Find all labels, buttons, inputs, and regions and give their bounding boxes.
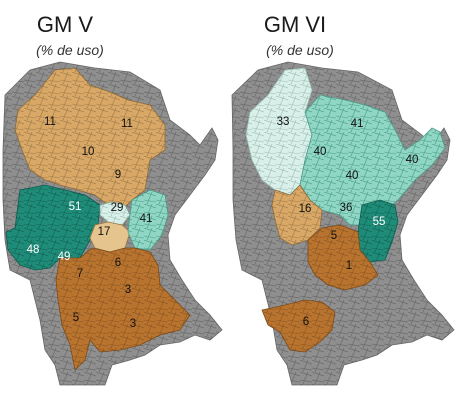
map-left-label: 41 xyxy=(140,213,153,225)
map-right-region-brown-center xyxy=(307,224,379,291)
map-left-label: 6 xyxy=(115,257,121,269)
map-left-label: 9 xyxy=(115,169,121,181)
map-right-label: 16 xyxy=(299,203,312,215)
panel-right-subtitle: (% de uso) xyxy=(266,42,334,58)
map-right-label: 33 xyxy=(277,116,290,128)
map-right-label: 40 xyxy=(346,170,359,182)
map-right-label: 41 xyxy=(351,118,364,130)
map-left-label: 51 xyxy=(69,201,82,213)
map-left-region-brown xyxy=(55,247,191,371)
map-gm-v: 11 11 10 9 51 29 41 17 48 49 6 7 3 5 3 xyxy=(2,61,223,386)
map-left-label: 3 xyxy=(130,318,136,330)
map-left-label: 11 xyxy=(44,116,56,128)
map-right-label: 1 xyxy=(346,260,352,272)
map-left-label: 49 xyxy=(58,251,71,263)
map-right-region-brown-south xyxy=(261,299,336,353)
panel-left-subtitle: (% de uso) xyxy=(36,42,104,58)
map-left-label: 17 xyxy=(98,226,111,238)
map-right-label: 40 xyxy=(314,146,327,158)
map-left-label: 5 xyxy=(73,312,79,324)
map-left-region-tan xyxy=(14,67,166,211)
map-right-region-tan xyxy=(271,184,323,246)
map-right-label: 5 xyxy=(331,230,337,242)
map-left-label: 48 xyxy=(27,244,40,256)
panel-left-title: GM V xyxy=(36,12,94,37)
map-left-label: 7 xyxy=(77,268,83,280)
panel-right-title: GM VI xyxy=(263,12,327,37)
map-left-label: 10 xyxy=(82,146,95,158)
map-left-region-teal-light xyxy=(127,189,169,251)
map-gm-vi: 33 41 40 40 40 16 36 55 5 1 6 xyxy=(231,61,455,386)
map-left-label: 3 xyxy=(125,284,131,296)
map-right-label: 6 xyxy=(303,316,309,328)
map-left-label: 29 xyxy=(111,202,124,214)
map-right-label: 40 xyxy=(406,154,419,166)
map-right-label: 55 xyxy=(373,216,386,228)
map-right-label: 36 xyxy=(340,202,353,214)
map-left-region-mint xyxy=(99,201,131,226)
map-left-label: 11 xyxy=(121,118,133,130)
